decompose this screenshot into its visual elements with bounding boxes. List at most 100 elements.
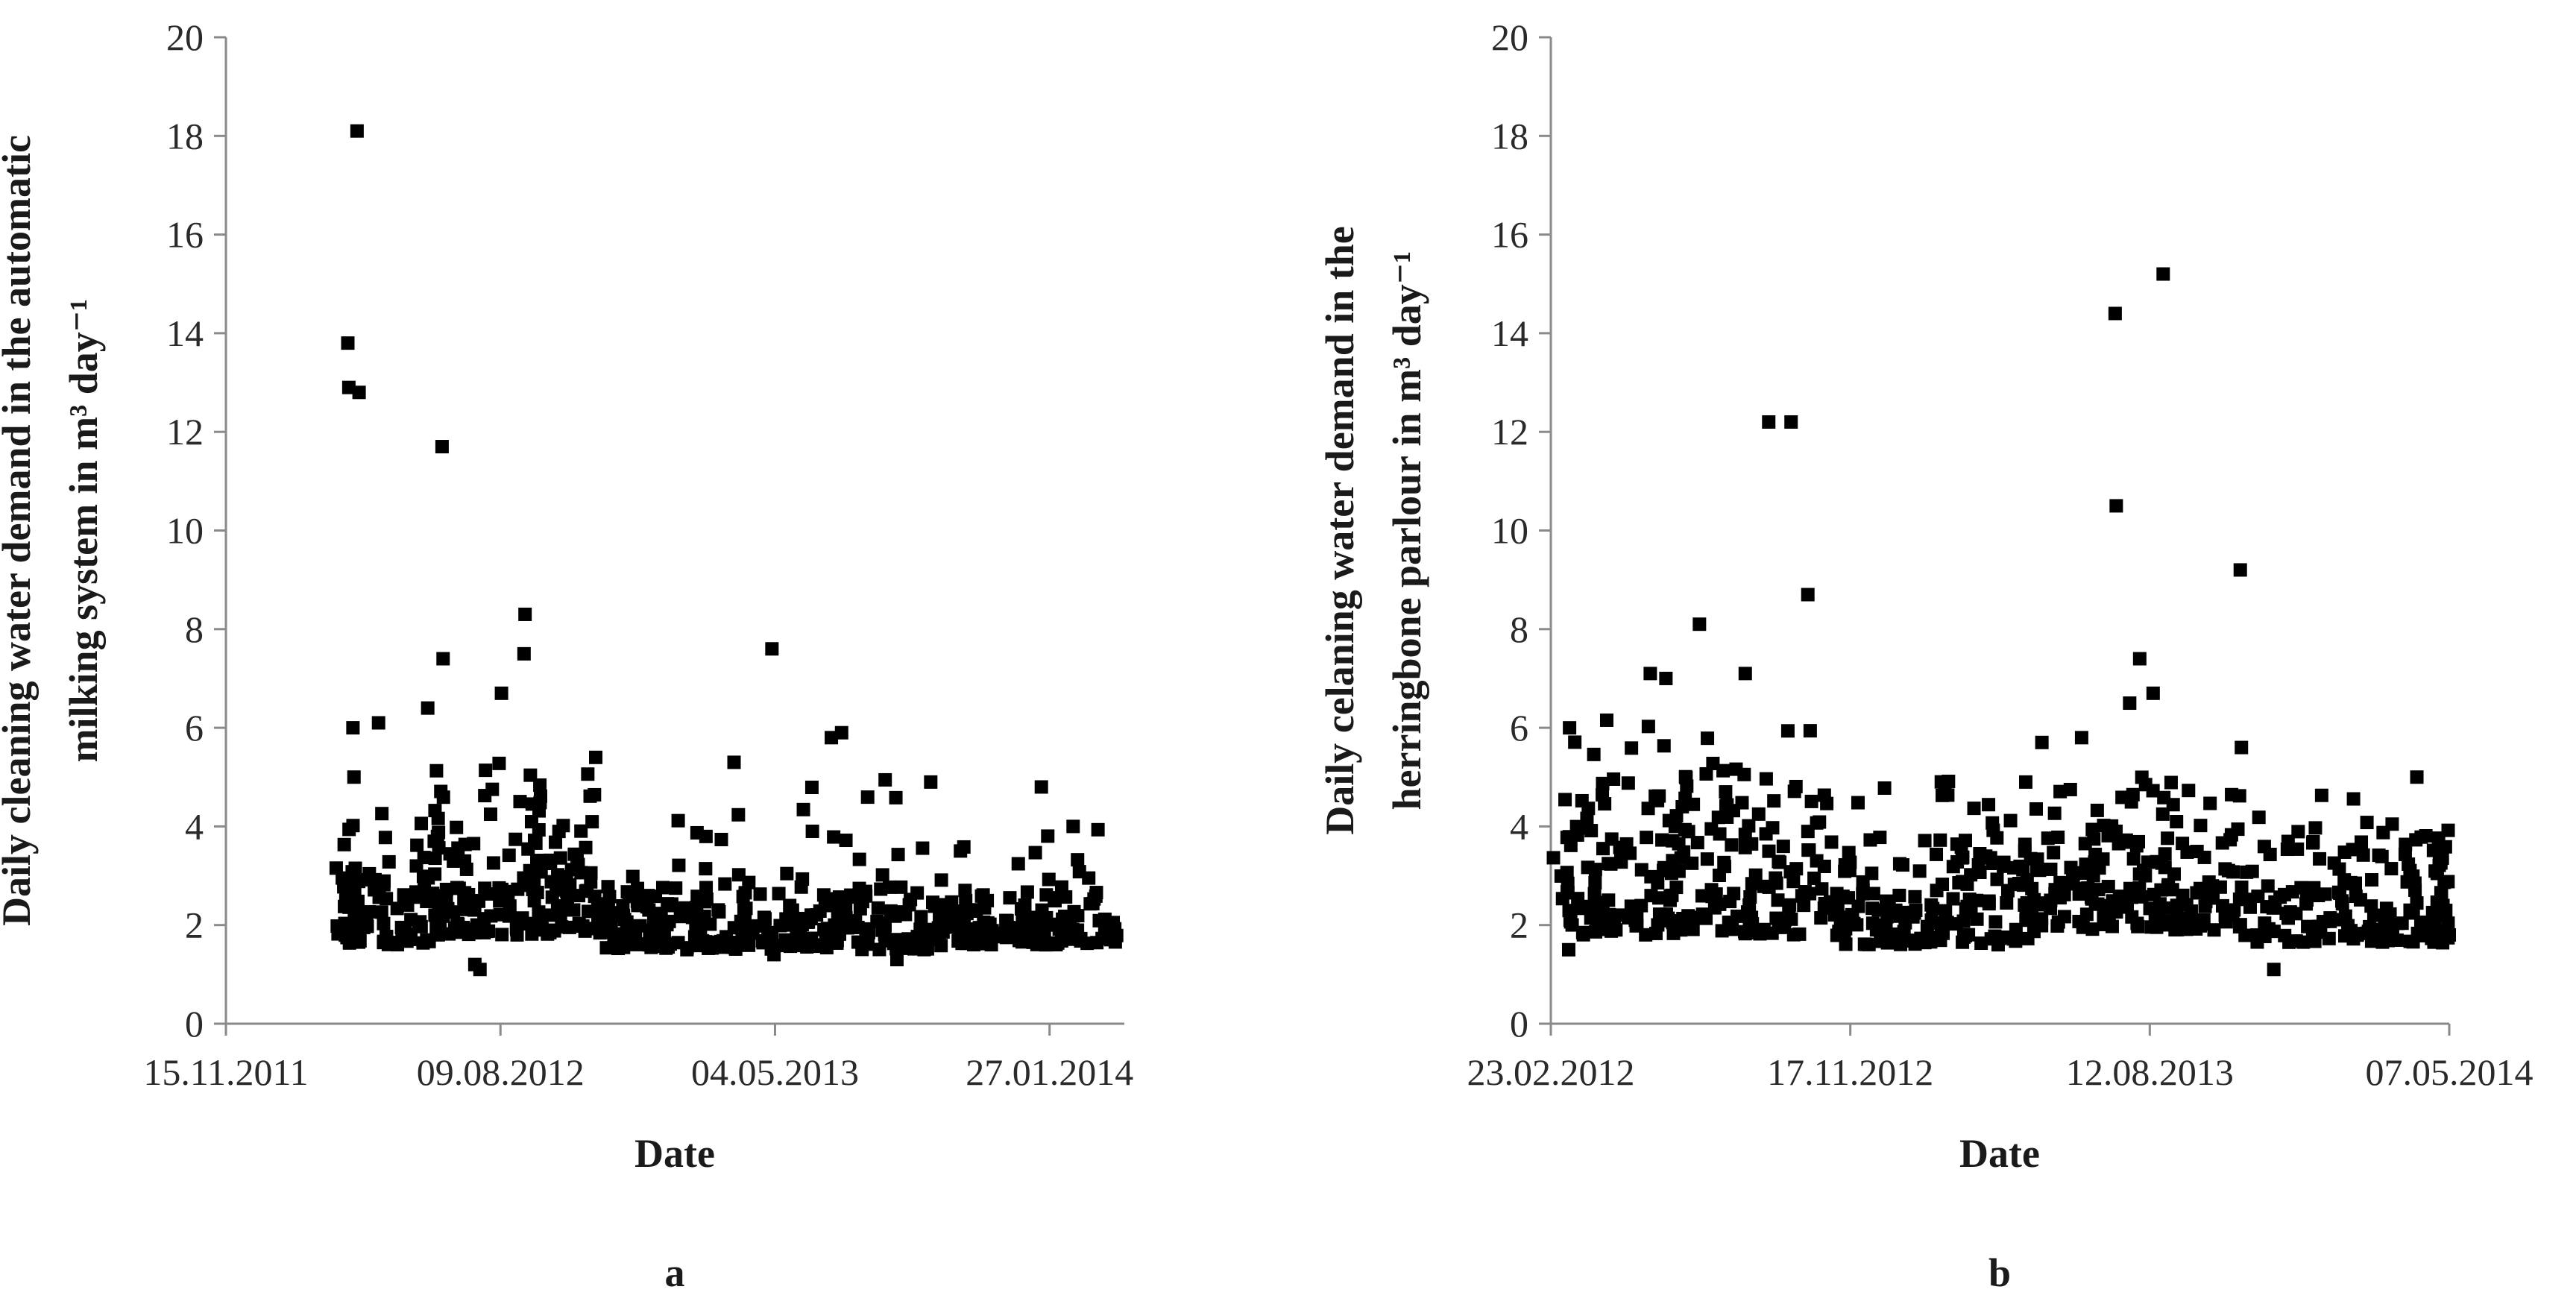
data-point (1950, 837, 1964, 851)
data-point (1041, 829, 1055, 843)
data-point (1563, 721, 1577, 735)
data-point (329, 861, 343, 875)
data-point (347, 907, 362, 921)
data-point (831, 918, 845, 932)
data-point (2196, 916, 2210, 930)
data-point (589, 750, 603, 764)
data-point (1815, 882, 1829, 896)
data-point (2032, 863, 2047, 878)
data-point (1672, 864, 1686, 878)
data-point (429, 763, 444, 778)
data-point (510, 928, 524, 942)
data-point (1813, 815, 1827, 829)
data-point (834, 725, 848, 740)
data-point (2391, 916, 2405, 931)
data-point (432, 841, 446, 855)
data-point (1596, 776, 1610, 790)
data-point (1766, 821, 1780, 835)
data-point (2428, 913, 2442, 927)
data-point (2267, 925, 2281, 939)
data-point (654, 907, 668, 921)
data-point (2289, 907, 2303, 921)
y-tick-label: 6 (1510, 707, 1528, 749)
data-point (985, 924, 999, 938)
data-point (1960, 899, 1974, 913)
data-point (398, 928, 412, 942)
data-point (1655, 833, 1669, 847)
data-point (2197, 850, 2211, 864)
data-point (1663, 889, 1678, 903)
data-point (1596, 842, 1610, 856)
data-point (2123, 881, 2137, 895)
data-point (2294, 881, 2308, 895)
data-point (347, 770, 361, 784)
data-point (976, 888, 990, 902)
data-point (780, 866, 794, 881)
data-point (1072, 865, 1086, 879)
data-point (415, 816, 429, 831)
data-point (1946, 892, 1960, 906)
data-point (891, 848, 905, 862)
data-point (2030, 852, 2044, 866)
y-tick-label: 14 (166, 312, 204, 354)
data-point (2019, 775, 2033, 789)
data-point (428, 851, 442, 866)
data-point (802, 915, 816, 929)
x-tick-label: 23.02.2012 (1467, 1051, 1635, 1093)
data-point (852, 852, 866, 866)
data-point (534, 789, 548, 803)
data-point (731, 868, 746, 882)
data-point (2443, 928, 2456, 942)
y-tick-label: 2 (1510, 904, 1528, 946)
data-point (878, 928, 892, 942)
y-tick-label: 14 (1491, 312, 1528, 354)
data-point (1912, 864, 1927, 878)
data-point (2327, 856, 2341, 870)
data-point (958, 884, 972, 898)
data-point (910, 886, 925, 900)
data-point (643, 932, 657, 946)
data-point (631, 881, 645, 895)
data-point (560, 884, 574, 898)
data-point (2379, 901, 2393, 916)
x-axis-title: Date (634, 1131, 715, 1176)
data-point (2408, 883, 2422, 897)
data-point (1877, 781, 1892, 796)
data-point (1865, 866, 1879, 881)
data-point (2016, 878, 2030, 892)
data-point (2434, 856, 2448, 870)
data-point (2179, 898, 2194, 912)
data-point (1824, 835, 1839, 849)
data-point (2123, 696, 2137, 711)
data-point (409, 859, 423, 873)
data-point (1725, 838, 1739, 852)
y-tick-label: 20 (1491, 16, 1528, 58)
panel-a-scatter-plot: 0 2 4 6 8 10 12 14 16 18 20 15.11.2011 09.08.2012 04.… (0, 16, 1133, 1295)
data-point (2313, 851, 2327, 866)
data-point (719, 930, 734, 944)
data-point (1035, 903, 1049, 917)
data-point (588, 787, 602, 802)
data-point (2360, 816, 2374, 830)
data-point (825, 731, 839, 745)
data-point (406, 890, 421, 904)
data-point (699, 935, 713, 949)
data-point (520, 878, 535, 892)
data-point (447, 854, 461, 868)
data-point (478, 789, 492, 803)
data-point (1546, 851, 1561, 865)
data-point (2161, 901, 2176, 915)
x-tick-label: 04.05.2013 (691, 1051, 859, 1093)
data-point (1602, 893, 1616, 907)
data-point (1003, 891, 1017, 905)
data-point (785, 903, 799, 917)
data-point (765, 642, 779, 656)
data-point (2232, 789, 2246, 803)
data-point (1915, 933, 1930, 948)
data-point (1776, 840, 1790, 854)
data-point (2047, 846, 2061, 860)
data-point (1804, 794, 1818, 808)
data-points (1546, 267, 2456, 977)
data-point (2126, 851, 2141, 866)
data-point (839, 834, 853, 848)
